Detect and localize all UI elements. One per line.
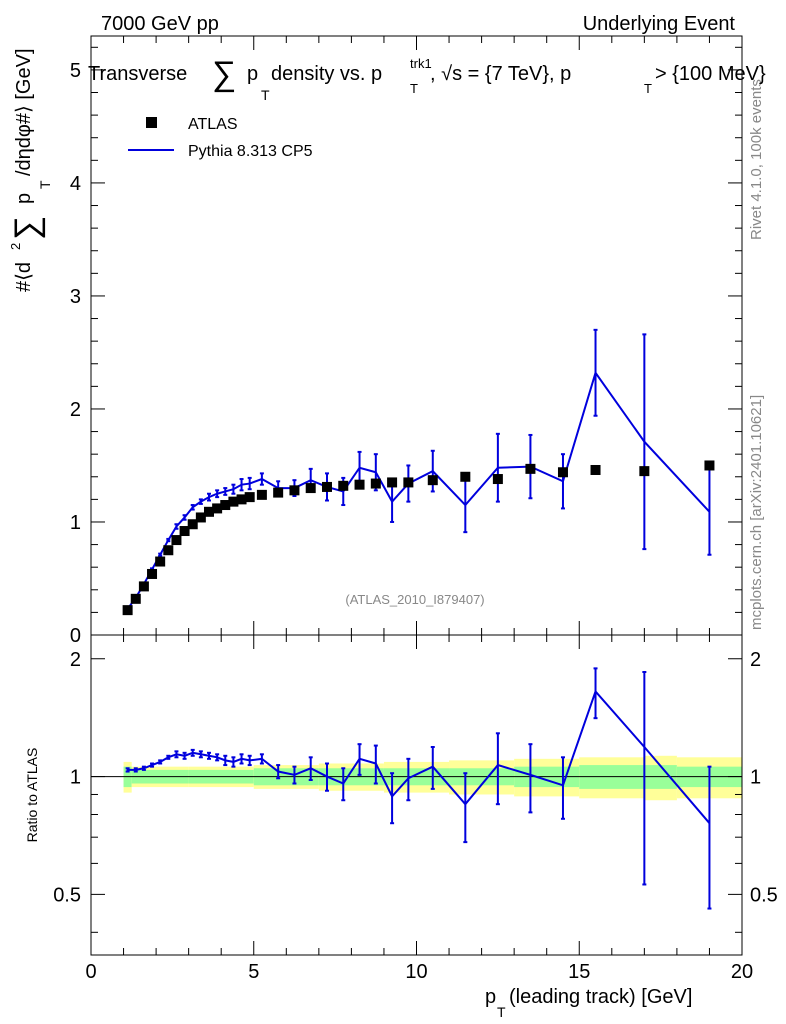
atlas-data-point <box>370 478 381 489</box>
ratio-uncertainty-bands <box>91 755 742 801</box>
analysis-watermark: (ATLAS_2010_I879407) <box>345 592 484 607</box>
x-tick-label: 0 <box>85 961 96 983</box>
ratio-panel: 0.5 1 2 0.5 1 2 0 5 10 15 20 Ratio to ATLAS p T … <box>24 634 778 1022</box>
atlas-data-point <box>187 519 198 530</box>
mcplots-label: mcplots.cern.ch [arXiv:2401.10621] <box>748 395 765 630</box>
x-axis-label: p T (leading track) [GeV] <box>485 986 692 1022</box>
atlas-data-point <box>179 526 190 537</box>
title-sum-symbol: ∑ <box>212 55 236 93</box>
atlas-data-point <box>203 506 214 517</box>
main-ytick-label: 1 <box>70 512 81 534</box>
title-part-7: , √s = {7 TeV}, p <box>430 63 571 85</box>
ratio-ytick-label: 1 <box>70 767 81 789</box>
ratio-mc-series <box>125 667 712 910</box>
x-tick-labels: 0 5 10 15 20 <box>85 961 753 983</box>
atlas-data-point <box>321 481 332 492</box>
atlas-data-point <box>130 593 141 604</box>
ylabel-part-a: #⟨d <box>13 262 35 292</box>
atlas-data-point <box>138 581 149 592</box>
atlas-data-point <box>557 467 568 478</box>
legend-data-marker <box>146 117 157 128</box>
atlas-data-point <box>122 605 133 616</box>
main-ytick-label: 0 <box>70 625 81 647</box>
mc-series <box>125 328 712 612</box>
ratio-ytick-label: 2 <box>70 649 81 671</box>
x-tick-label: 15 <box>568 961 590 983</box>
atlas-data-point <box>525 463 536 474</box>
atlas-data-point <box>492 474 503 485</box>
main-panel: 0 1 2 3 4 5 (ATLAS_2010_I879407) Transverse ∑… <box>3 35 766 647</box>
ratio-ticks <box>90 635 743 955</box>
main-ytick-label: 4 <box>70 173 81 195</box>
atlas-data-point <box>212 503 223 514</box>
ratio-mc-line <box>127 689 711 824</box>
atlas-data-point <box>590 464 601 475</box>
atlas-data-point <box>273 487 284 498</box>
atlas-data-point <box>228 496 239 507</box>
main-ytick-labels: 0 1 2 3 4 5 <box>70 60 81 647</box>
title-part-3: T <box>261 87 270 103</box>
title-part-5: trk1 <box>410 56 432 71</box>
atlas-data-point <box>236 494 247 505</box>
ratio-ytick-label: 0.5 <box>53 884 81 906</box>
atlas-data-point <box>220 500 231 511</box>
atlas-data-point <box>427 475 438 486</box>
atlas-data-point <box>639 466 650 477</box>
title-part-1: Transverse <box>88 63 187 85</box>
x-tick-label: 5 <box>248 961 259 983</box>
xlabel-T: T <box>497 1004 506 1020</box>
ratio-ytick-labels-right: 0.5 1 2 <box>750 649 778 907</box>
main-title: Transverse ∑ p T density vs. p trk1 T , … <box>88 51 766 105</box>
title-part-4: density vs. p <box>271 63 382 85</box>
title-part-9: > {100 MeV} <box>655 63 766 85</box>
title-part-2: p <box>247 63 258 85</box>
main-ytick-label: 5 <box>70 60 81 82</box>
legend-mc-label: Pythia 8.313 CP5 <box>188 143 313 160</box>
atlas-data-point <box>155 556 166 567</box>
title-part-6: T <box>410 81 418 96</box>
atlas-data-point <box>289 485 300 496</box>
title-part-8: T <box>644 81 652 96</box>
main-ytick-label: 2 <box>70 399 81 421</box>
ylabel-part-e: /dηdφ#⟩ [GeV] <box>13 48 35 176</box>
x-tick-label: 20 <box>731 961 753 983</box>
legend-data-label: ATLAS <box>188 116 238 133</box>
data-series <box>122 460 715 616</box>
atlas-data-point <box>305 483 316 494</box>
ylabel-part-b: 2 <box>8 243 23 250</box>
ylabel-part-c: p <box>13 193 35 204</box>
atlas-data-point <box>244 492 255 503</box>
atlas-data-point <box>460 471 471 482</box>
atlas-data-point <box>163 545 174 556</box>
x-tick-label: 10 <box>405 961 427 983</box>
main-ylabel: #⟨d 2 ∑ p T /dηdφ#⟩ [GeV] <box>3 48 55 292</box>
xlabel-rest: (leading track) [GeV] <box>509 986 692 1008</box>
header-right: Underlying Event <box>583 13 736 35</box>
atlas-data-point <box>147 568 158 579</box>
header-left: 7000 GeV pp <box>101 13 219 35</box>
ratio-ytick-label-right: 1 <box>750 767 761 789</box>
atlas-data-point <box>354 479 365 490</box>
atlas-data-point <box>195 512 206 523</box>
mc-line <box>126 370 711 610</box>
atlas-data-point <box>704 460 715 471</box>
ratio-ytick-label-right: 0.5 <box>750 884 778 906</box>
atlas-data-point <box>403 477 414 488</box>
ylabel-part-d: T <box>37 180 53 189</box>
atlas-data-point <box>387 477 398 488</box>
ratio-ytick-label-right: 2 <box>750 649 761 671</box>
main-ticks <box>90 36 743 636</box>
main-ytick-label: 3 <box>70 286 81 308</box>
atlas-data-point <box>338 480 349 491</box>
xlabel-p: p <box>485 986 496 1008</box>
atlas-data-point <box>171 535 182 546</box>
ratio-ylabel: Ratio to ATLAS <box>24 748 40 843</box>
atlas-data-point <box>256 489 267 500</box>
ylabel-sum-symbol: ∑ <box>8 216 46 240</box>
ratio-ytick-labels: 0.5 1 2 <box>53 649 81 907</box>
rivet-label: Rivet 4.1.0, 100k events <box>748 79 765 240</box>
